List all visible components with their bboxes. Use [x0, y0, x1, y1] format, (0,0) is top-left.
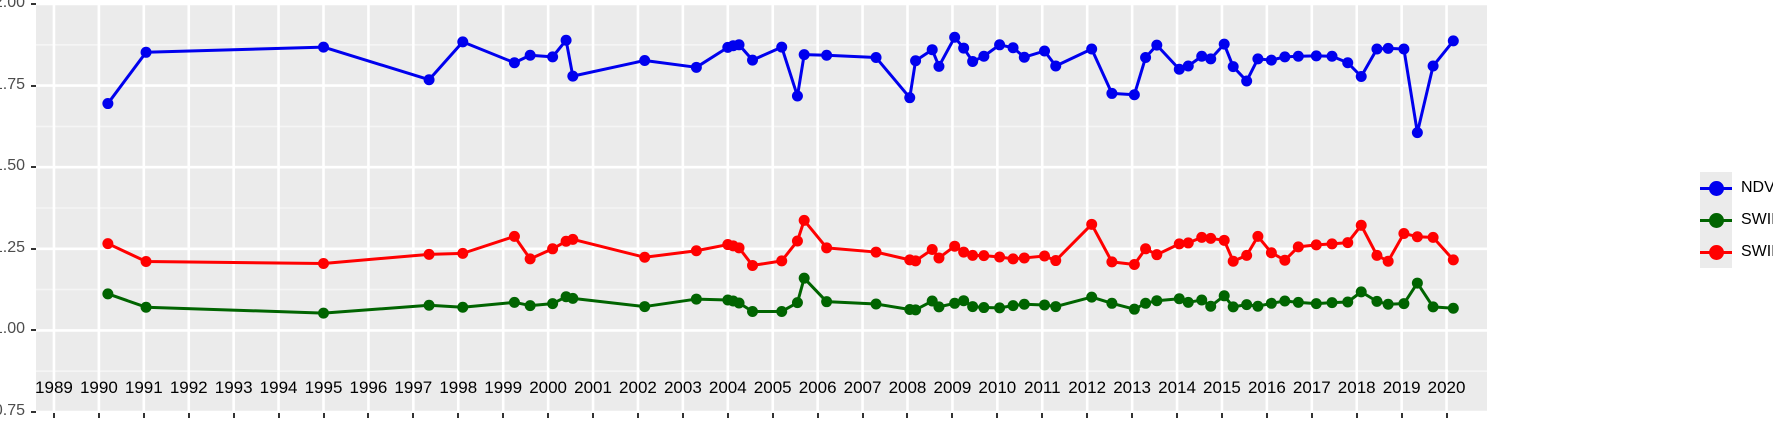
x-axis-tick-mark	[1220, 413, 1223, 418]
x-axis-tick-label: 2017	[1292, 378, 1331, 397]
x-axis-tick-label: 1997	[394, 378, 433, 397]
x-axis-tick-label: 2007	[843, 378, 882, 397]
x-axis-tick-label: 2016	[1247, 378, 1286, 397]
x-axis-tick-label: 1990	[79, 378, 118, 397]
legend-item-swir2[interactable]: SWIR2	[1700, 204, 1773, 236]
x-axis-tick-mark	[547, 413, 550, 418]
x-axis-tick-mark	[367, 413, 370, 418]
x-axis-tick-mark	[951, 413, 954, 418]
chart-legend: NDVI SWIR2 SWIR1	[1700, 172, 1773, 268]
x-axis-tick-label: 2011	[1023, 378, 1061, 397]
x-axis-tick-mark	[996, 413, 999, 418]
legend-label: SWIR2	[1741, 211, 1773, 228]
x-axis-tick-label: 1992	[169, 378, 208, 397]
legend-point-icon	[1708, 180, 1724, 196]
x-axis-tick-mark	[412, 413, 415, 418]
x-axis-tick-mark	[277, 413, 280, 418]
y-axis-tick-mark	[31, 329, 36, 332]
x-axis-tick-mark	[636, 413, 639, 418]
x-axis-tick-mark	[1445, 413, 1448, 418]
legend-point-icon	[1708, 212, 1724, 228]
legend-item-ndvi[interactable]: NDVI	[1700, 172, 1773, 204]
x-axis-tick-mark	[861, 413, 864, 418]
x-axis-tick-mark	[97, 413, 100, 418]
legend-point-icon	[1708, 244, 1724, 260]
y-axis-tick-label: 1.25	[0, 238, 25, 256]
x-axis-tick-label: 2005	[753, 378, 792, 397]
x-axis-tick-mark	[816, 413, 819, 418]
x-axis-tick-mark	[457, 413, 460, 418]
x-axis-tick-mark	[906, 413, 909, 418]
x-axis-tick-mark	[232, 413, 235, 418]
y-axis-tick-label: 2.00	[0, 0, 25, 11]
x-axis-tick-label: 1993	[214, 378, 253, 397]
x-axis-tick-mark	[1041, 413, 1044, 418]
y-axis-tick-label: 0.75	[0, 402, 25, 419]
x-axis-tick-label: 1998	[439, 378, 478, 397]
y-axis-tick-label: 1.00	[0, 320, 25, 338]
x-axis-tick-mark	[52, 413, 55, 418]
y-axis-tick-mark	[31, 247, 36, 250]
x-axis-tick-label: 1999	[484, 378, 523, 397]
x-axis-tick-label: 2004	[708, 378, 747, 397]
y-axis-tick-mark	[31, 166, 36, 169]
x-axis-tick-label: 1996	[349, 378, 388, 397]
x-axis-tick-mark	[681, 413, 684, 418]
x-axis-tick-label: 2010	[978, 378, 1017, 397]
legend-key-swatch	[1700, 236, 1732, 268]
x-axis-tick-label: 2006	[798, 378, 837, 397]
y-axis-tick-mark	[31, 411, 36, 413]
x-axis-tick-label: 2012	[1068, 378, 1107, 397]
x-axis-tick-label: 2003	[663, 378, 702, 397]
x-axis-tick-mark	[726, 413, 729, 418]
y-axis-tick-label: 1.50	[0, 157, 25, 175]
legend-key-swatch	[1700, 172, 1732, 204]
x-axis-tick-mark	[1400, 413, 1403, 418]
x-axis-tick-mark	[1131, 413, 1134, 418]
x-axis-tick-mark	[1310, 413, 1313, 418]
x-axis-tick-mark	[187, 413, 190, 418]
x-axis-tick-mark	[771, 413, 774, 418]
x-axis-tick-label: 1994	[259, 378, 298, 397]
x-axis-tick-label: 2020	[1427, 378, 1466, 397]
x-axis-tick-label: 1991	[124, 378, 163, 397]
x-axis-tick-mark	[502, 413, 505, 418]
y-axis-tick-mark	[31, 3, 36, 5]
y-axis-tick-mark	[31, 84, 36, 87]
x-axis-tick-label: 2000	[529, 378, 568, 397]
x-axis-tick-label: 2018	[1337, 378, 1376, 397]
legend-label: NDVI	[1741, 179, 1773, 196]
x-axis-tick-label: 2002	[619, 378, 657, 397]
x-axis-tick-mark	[1355, 413, 1358, 418]
x-axis-tick-mark	[1176, 413, 1179, 418]
legend-label: SWIR1	[1741, 243, 1773, 260]
y-axis-tick-label: 1.75	[0, 75, 25, 93]
x-axis-tick-mark	[1265, 413, 1268, 418]
x-axis-tick-label: 2014	[1158, 378, 1196, 397]
x-axis-tick-label: 2009	[933, 378, 972, 397]
x-axis-tick-mark	[322, 413, 325, 418]
x-axis-tick-label: 2015	[1203, 378, 1241, 397]
x-axis-tick-label: 2013	[1113, 378, 1152, 397]
x-axis-tick-label: 2019	[1382, 378, 1421, 397]
x-axis-tick-label: 1995	[304, 378, 343, 397]
x-axis-tick-mark	[1086, 413, 1089, 418]
x-axis-tick-label: 2008	[888, 378, 927, 397]
x-axis-tick-label: 2001	[574, 378, 612, 397]
x-axis-tick-label: 1989	[35, 378, 73, 397]
x-axis-tick-mark	[142, 413, 145, 418]
legend-key-swatch	[1700, 204, 1732, 236]
legend-item-swir1[interactable]: SWIR1	[1700, 236, 1773, 268]
x-axis-tick-mark	[592, 413, 595, 418]
